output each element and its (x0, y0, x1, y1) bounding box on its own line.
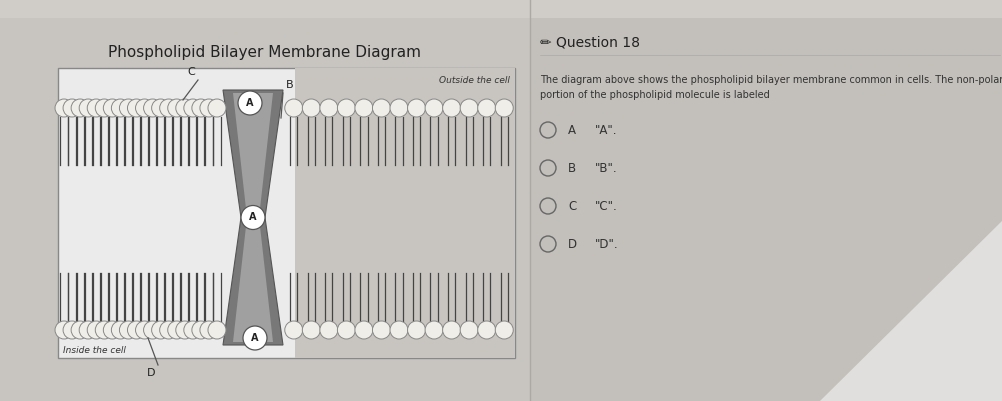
Circle shape (127, 321, 145, 339)
Text: Inside the cell: Inside the cell (63, 346, 125, 355)
Circle shape (95, 99, 113, 117)
Circle shape (167, 321, 185, 339)
Circle shape (151, 99, 169, 117)
Circle shape (143, 99, 161, 117)
Circle shape (63, 321, 81, 339)
Circle shape (151, 321, 169, 339)
Circle shape (199, 99, 217, 117)
Circle shape (285, 321, 303, 339)
Circle shape (191, 99, 209, 117)
Circle shape (87, 99, 105, 117)
Circle shape (159, 321, 177, 339)
Circle shape (119, 99, 137, 117)
Circle shape (355, 99, 373, 117)
Polygon shape (232, 93, 273, 342)
Circle shape (79, 321, 97, 339)
Circle shape (302, 321, 320, 339)
Circle shape (207, 321, 225, 339)
Circle shape (407, 321, 425, 339)
Circle shape (355, 321, 373, 339)
Circle shape (191, 321, 209, 339)
Text: portion of the phospholipid molecule is labeled: portion of the phospholipid molecule is … (539, 90, 769, 100)
Circle shape (372, 321, 390, 339)
Circle shape (320, 99, 338, 117)
Text: ✏ Question 18: ✏ Question 18 (539, 35, 639, 49)
Circle shape (320, 321, 338, 339)
Circle shape (390, 321, 408, 339)
Polygon shape (222, 90, 283, 345)
Text: "C".: "C". (594, 200, 617, 213)
Circle shape (167, 99, 185, 117)
Polygon shape (719, 220, 1002, 401)
Text: The diagram above shows the phospholipid bilayer membrane common in cells. The n: The diagram above shows the phospholipid… (539, 75, 1002, 85)
Circle shape (495, 321, 513, 339)
Circle shape (55, 99, 73, 117)
Circle shape (183, 99, 201, 117)
Circle shape (63, 99, 81, 117)
Circle shape (175, 99, 193, 117)
Circle shape (95, 321, 113, 339)
Bar (529, 0, 1002, 401)
Circle shape (135, 99, 153, 117)
Circle shape (425, 99, 443, 117)
Text: A: A (250, 333, 259, 343)
Circle shape (237, 91, 262, 115)
Circle shape (240, 205, 265, 229)
Circle shape (442, 321, 460, 339)
Circle shape (207, 99, 225, 117)
Circle shape (302, 99, 320, 117)
Circle shape (103, 99, 121, 117)
Circle shape (71, 99, 89, 117)
Circle shape (183, 321, 201, 339)
Text: "A".: "A". (594, 124, 617, 136)
Text: D: D (567, 237, 576, 251)
Circle shape (495, 99, 513, 117)
Circle shape (390, 99, 408, 117)
Text: Phospholipid Bilayer Membrane Diagram: Phospholipid Bilayer Membrane Diagram (108, 45, 421, 59)
Circle shape (135, 321, 153, 339)
Circle shape (111, 321, 129, 339)
Bar (58, 68, 514, 358)
Circle shape (71, 321, 89, 339)
Text: "B".: "B". (594, 162, 617, 174)
Circle shape (442, 99, 460, 117)
Text: A: A (567, 124, 575, 136)
Circle shape (55, 321, 73, 339)
Text: B: B (286, 80, 294, 90)
Circle shape (477, 321, 495, 339)
Circle shape (159, 99, 177, 117)
Bar (295, 68, 514, 358)
Circle shape (127, 99, 145, 117)
Circle shape (460, 99, 478, 117)
Circle shape (477, 99, 495, 117)
Text: C: C (187, 67, 194, 77)
Circle shape (285, 99, 303, 117)
Circle shape (119, 321, 137, 339)
Circle shape (143, 321, 161, 339)
Circle shape (337, 99, 355, 117)
Text: D: D (146, 368, 155, 378)
Circle shape (175, 321, 193, 339)
Text: A: A (249, 213, 257, 223)
Circle shape (372, 99, 390, 117)
Bar (0, 0, 1002, 18)
Circle shape (460, 321, 478, 339)
Text: B: B (567, 162, 575, 174)
Circle shape (79, 99, 97, 117)
Text: C: C (567, 200, 576, 213)
Circle shape (87, 321, 105, 339)
Circle shape (425, 321, 443, 339)
Circle shape (242, 326, 267, 350)
Text: "D".: "D". (594, 237, 618, 251)
Text: A: A (246, 98, 254, 108)
Circle shape (103, 321, 121, 339)
Circle shape (199, 321, 217, 339)
Circle shape (111, 99, 129, 117)
Circle shape (337, 321, 355, 339)
Text: Outside the cell: Outside the cell (439, 76, 509, 85)
Circle shape (407, 99, 425, 117)
Bar (0, 0, 529, 401)
